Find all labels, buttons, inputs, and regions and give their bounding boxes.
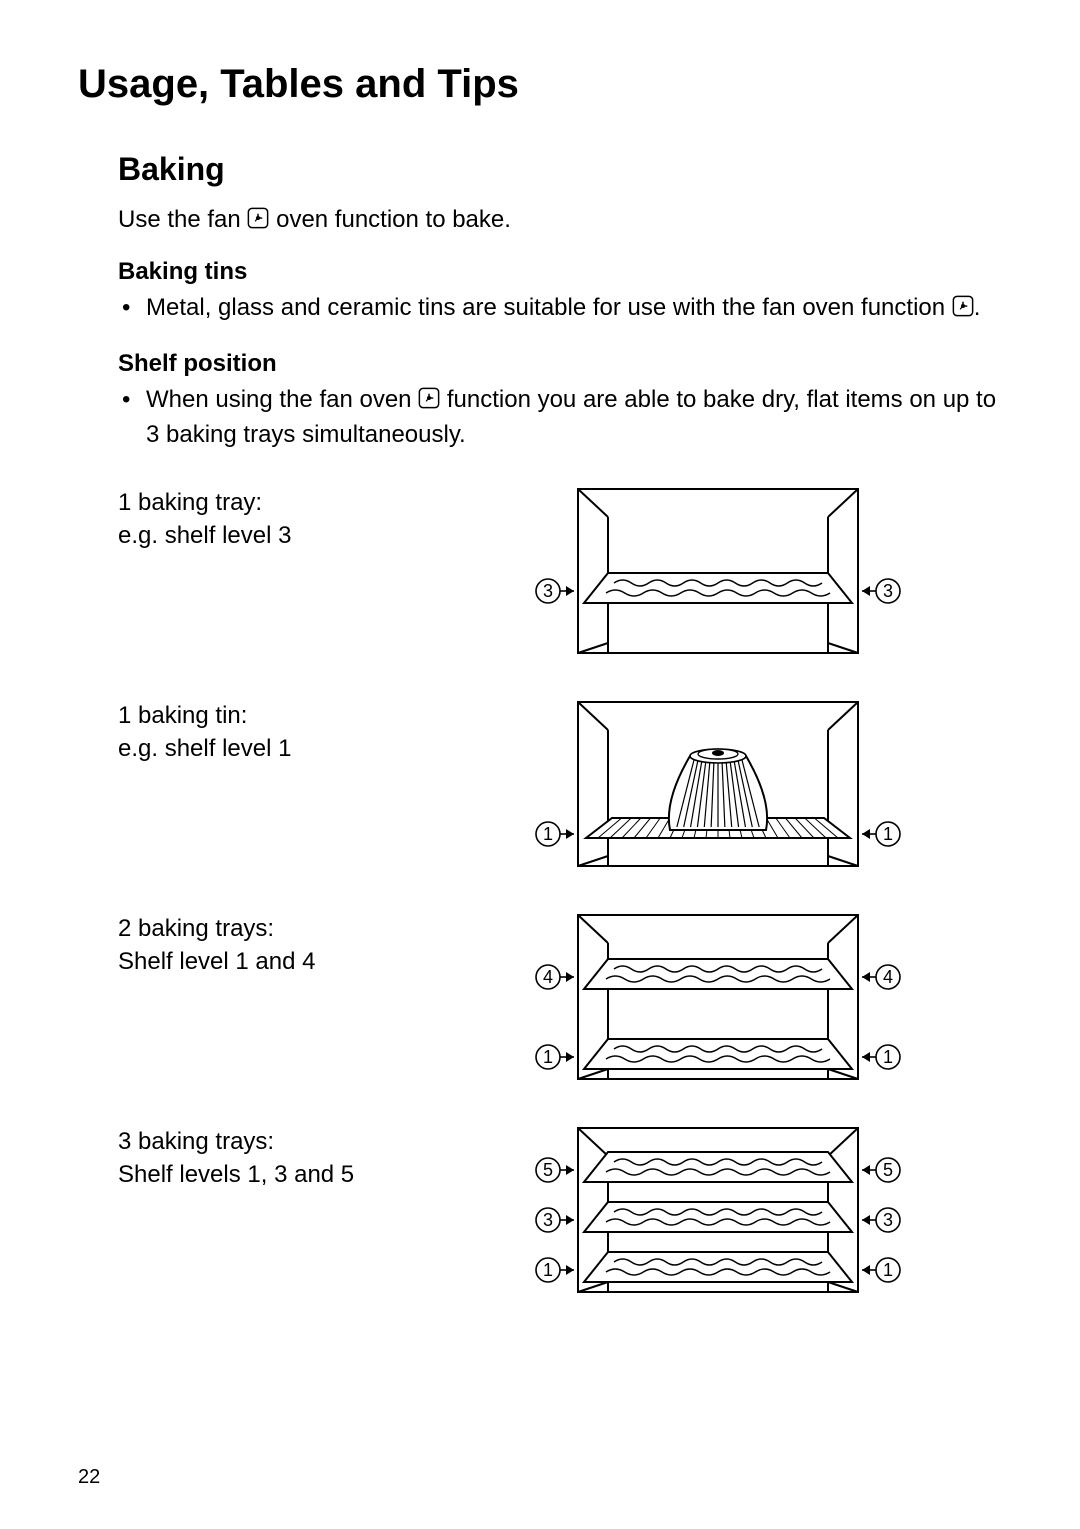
shelf-row: 1 baking tray: e.g. shelf level 3 33 [118,481,1010,666]
svg-text:1: 1 [883,1047,893,1067]
svg-text:1: 1 [543,1047,553,1067]
shelf-row: 3 baking trays: Shelf levels 1, 3 and 5 … [118,1120,1010,1305]
shelf-row: 1 baking tin: e.g. shelf level 1 11 [118,694,1010,879]
shelf-row-text: 3 baking trays: Shelf levels 1, 3 and 5 [118,1120,518,1191]
intro-after: oven function to bake. [269,206,511,233]
fan-icon [247,207,269,236]
baking-tins-list: Metal, glass and ceramic tins are suitab… [118,292,1010,326]
svg-text:3: 3 [543,1210,553,1230]
section-heading: Baking [118,151,1010,188]
shelf-row-line1: 1 baking tray: [118,489,262,516]
intro-text: Use the fan oven function to bake. [118,206,1010,236]
bullet-text-after: . [974,294,981,321]
baking-tins-heading: Baking tins [118,258,1010,286]
page-number: 22 [78,1466,100,1489]
svg-text:4: 4 [543,967,553,987]
oven-diagram: 33 [518,481,918,666]
shelf-position-list: When using the fan oven function you are… [118,384,1010,451]
shelf-row-text: 1 baking tray: e.g. shelf level 3 [118,481,518,552]
baking-tins-bullet: Metal, glass and ceramic tins are suitab… [118,292,1010,326]
svg-text:1: 1 [883,1260,893,1280]
fan-icon [418,386,440,418]
shelf-row-line1: 1 baking tin: [118,702,247,729]
oven-diagram: 11 [518,694,918,879]
bullet-text-before: When using the fan oven [146,386,418,413]
shelf-row-line2: e.g. shelf level 3 [118,520,518,552]
svg-text:1: 1 [883,824,893,844]
shelf-row-line2: Shelf level 1 and 4 [118,946,518,978]
shelf-row-line2: e.g. shelf level 1 [118,733,518,765]
svg-text:5: 5 [543,1160,553,1180]
intro-before: Use the fan [118,206,247,233]
svg-text:1: 1 [543,824,553,844]
svg-text:3: 3 [883,581,893,601]
svg-text:1: 1 [543,1260,553,1280]
shelf-rows: 1 baking tray: e.g. shelf level 3 33 1 b… [118,481,1010,1305]
shelf-row-text: 2 baking trays: Shelf level 1 and 4 [118,907,518,978]
svg-text:3: 3 [543,581,553,601]
svg-text:3: 3 [883,1210,893,1230]
oven-diagram: 4 4 1 1 [518,907,918,1092]
shelf-position-heading: Shelf position [118,350,1010,378]
svg-text:5: 5 [883,1160,893,1180]
shelf-position-bullet: When using the fan oven function you are… [118,384,1010,451]
oven-diagram: 5 5 3 3 1 1 [518,1120,918,1305]
bullet-text-before: Metal, glass and ceramic tins are suitab… [146,294,952,321]
shelf-row-line1: 3 baking trays: [118,1128,274,1155]
page-title: Usage, Tables and Tips [78,62,1010,107]
fan-icon [952,294,974,326]
shelf-row-line1: 2 baking trays: [118,915,274,942]
shelf-row-text: 1 baking tin: e.g. shelf level 1 [118,694,518,765]
shelf-row: 2 baking trays: Shelf level 1 and 4 4 4 1 1 [118,907,1010,1092]
svg-text:4: 4 [883,967,893,987]
shelf-row-line2: Shelf levels 1, 3 and 5 [118,1159,518,1191]
